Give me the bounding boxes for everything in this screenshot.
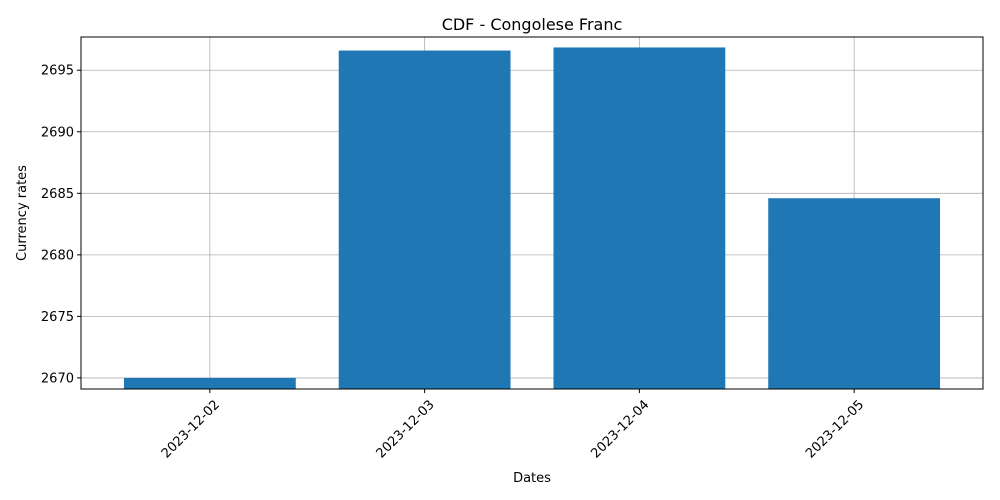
plot-area-frame [80, 36, 984, 390]
y-tick-label: 2670 [41, 371, 74, 386]
bar-2023-12-03 [338, 50, 511, 390]
bar-2023-12-04 [553, 47, 726, 389]
y-axis-label: Currency rates [15, 165, 30, 261]
bar-series [123, 47, 941, 390]
y-tick-label: 2675 [41, 310, 74, 325]
y-tick-label: 2695 [41, 64, 74, 79]
bar-2023-12-02 [123, 377, 296, 389]
y-tick-label: 2690 [41, 125, 74, 140]
y-tick-label: 2680 [41, 248, 74, 263]
x-axis-label: Dates [513, 471, 551, 486]
y-axis-ticks: 2670 2675 2680 2685 2690 2695 [41, 64, 81, 386]
y-tick-label: 2685 [41, 187, 74, 202]
chart-title: CDF - Congolese Franc [442, 15, 623, 34]
bar-2023-12-05 [768, 198, 941, 389]
